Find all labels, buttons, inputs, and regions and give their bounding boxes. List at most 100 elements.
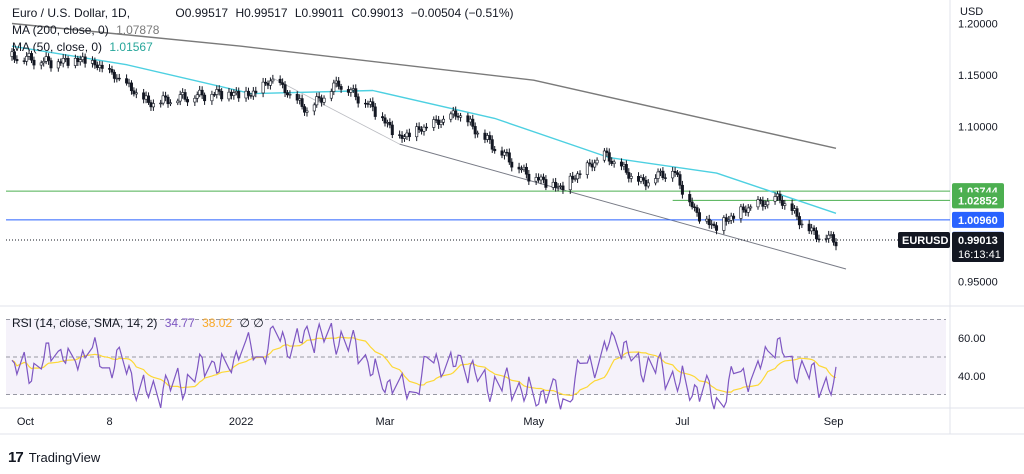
candle [729, 212, 733, 225]
candle-body [656, 171, 660, 179]
candle [283, 81, 287, 97]
candle [527, 169, 531, 185]
candle-body [590, 163, 594, 168]
candle [415, 122, 419, 142]
candle-body [695, 207, 699, 213]
candle-body [454, 110, 458, 117]
candle [168, 99, 172, 107]
candle-body [749, 206, 753, 209]
candle [61, 54, 65, 68]
candle [471, 114, 475, 130]
candle-body [129, 82, 133, 92]
candle-body [800, 223, 804, 226]
candle-body [203, 94, 207, 102]
time-tick-label: May [523, 416, 544, 428]
candle [661, 167, 665, 181]
price-tick-label: 1.15000 [958, 70, 998, 82]
candle [773, 192, 777, 205]
candle-body [227, 91, 231, 100]
candle [371, 97, 375, 112]
candle [281, 78, 285, 89]
candle [132, 87, 136, 97]
candle [305, 107, 309, 117]
candle [30, 50, 34, 64]
candle-body [593, 162, 597, 168]
candle-body [76, 58, 80, 63]
candle [573, 174, 577, 182]
candle-body [25, 56, 29, 62]
candle-body [39, 62, 43, 66]
candle-body [198, 89, 202, 96]
candle-body [595, 159, 599, 164]
candle [339, 83, 343, 93]
candle [227, 88, 231, 102]
candle-body [541, 176, 545, 180]
candle [490, 135, 494, 153]
symbol-tag: EURUSD [898, 231, 950, 248]
candle-body [278, 78, 282, 84]
candle [320, 94, 324, 107]
candle [644, 175, 648, 191]
candle-body [810, 227, 814, 232]
candle-body [332, 82, 336, 92]
candle-body [585, 162, 589, 175]
candle [337, 77, 341, 90]
candle-body [761, 200, 765, 207]
candle-body [295, 94, 299, 101]
candle-body [507, 152, 511, 163]
ma50-legend: MA (50, close, 0) 1.01567 [12, 40, 157, 54]
candle [561, 181, 565, 194]
candle-body [30, 53, 34, 61]
candle-body [612, 161, 616, 164]
candle [422, 124, 426, 136]
candle-body [144, 95, 148, 100]
candle [25, 52, 29, 66]
candle-body [320, 97, 324, 103]
candle [254, 86, 258, 98]
candle-body [407, 132, 411, 138]
candle-body [83, 56, 87, 64]
candle-body [629, 176, 633, 179]
rsi-extra: ∅ ∅ [239, 316, 264, 330]
candle-body [200, 89, 204, 96]
candle-body [381, 116, 385, 119]
candle-body [451, 110, 455, 115]
candle [303, 103, 307, 116]
candle [115, 74, 119, 83]
candle [420, 126, 424, 135]
candle-body [254, 90, 258, 94]
candle [144, 91, 148, 104]
candle-body [142, 92, 146, 100]
candle-body [149, 102, 153, 108]
candle-body [697, 212, 701, 222]
candle [407, 128, 411, 142]
candle [232, 89, 236, 100]
candle-body [741, 206, 745, 211]
tradingview-brand[interactable]: 17 TradingView [8, 449, 100, 466]
candle-body [229, 91, 233, 96]
candle [346, 85, 350, 96]
candle-body [834, 241, 838, 247]
price-channel [272, 77, 847, 270]
candle [761, 196, 765, 211]
candle [334, 76, 338, 88]
candle-body [261, 81, 265, 94]
price-tag-bg [952, 211, 1004, 228]
candle [676, 170, 680, 178]
candle [229, 89, 233, 100]
candle [271, 74, 275, 84]
candle-body [186, 99, 190, 103]
high-value: H0.99517 [235, 6, 288, 20]
candle [520, 165, 524, 173]
candle-body [693, 206, 697, 208]
candle [66, 55, 70, 69]
candle [639, 174, 643, 184]
rsi-sma-value: 38.02 [202, 316, 233, 330]
candle [278, 75, 282, 86]
candle [356, 93, 360, 108]
candle [534, 173, 538, 185]
candle [590, 159, 594, 172]
candle [724, 213, 728, 226]
candle-body [510, 161, 514, 168]
